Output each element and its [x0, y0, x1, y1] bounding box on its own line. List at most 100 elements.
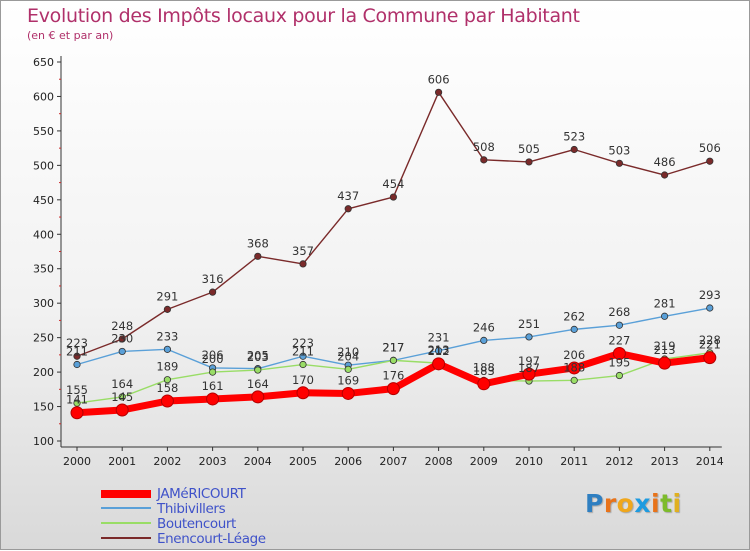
y-tick-label: 150	[33, 401, 54, 414]
x-tick-label: 2006	[334, 455, 362, 468]
data-point-thibivillers	[434, 347, 443, 355]
data-point-thibivillers	[480, 336, 488, 344]
data-label-jam-ricourt: 213	[654, 343, 676, 357]
data-label-thibivillers: 268	[608, 305, 630, 319]
y-tick-label: 300	[33, 297, 54, 310]
data-label-jam-ricourt: 145	[111, 390, 133, 404]
logo-letter: x	[634, 489, 651, 518]
x-tick-label: 2013	[651, 455, 679, 468]
legend-label-jamericourt: JAMéRICOURT	[157, 486, 246, 502]
data-point-enencourt-l-age	[163, 305, 171, 313]
data-point-enencourt-l-age	[480, 156, 488, 164]
data-point-thibivillers	[118, 347, 126, 356]
data-point-thibivillers	[299, 352, 307, 360]
data-label-jam-ricourt: 183	[473, 364, 495, 378]
data-label-enencourt-l-age: 437	[337, 189, 359, 203]
y-tick-label: 250	[33, 332, 54, 345]
data-point-enencourt-l-age	[570, 145, 578, 154]
legend-swatch-boutencourt	[101, 522, 151, 524]
data-label-enencourt-l-age: 505	[518, 142, 540, 156]
data-label-jam-ricourt: 206	[563, 348, 585, 362]
data-point-enencourt-l-age	[254, 252, 262, 260]
data-point-enencourt-l-age	[525, 158, 533, 166]
y-tick-label: 200	[33, 366, 54, 379]
data-point-jam-ricourt	[567, 361, 581, 375]
data-label-enencourt-l-age: 223	[66, 336, 88, 350]
data-point-boutencourt	[344, 365, 352, 373]
data-point-enencourt-l-age	[209, 288, 217, 296]
data-label-boutencourt: 200	[202, 352, 224, 366]
data-label-enencourt-l-age: 357	[292, 244, 314, 258]
data-point-thibivillers	[525, 333, 533, 341]
data-point-enencourt-l-age	[389, 193, 397, 201]
x-tick-label: 2008	[425, 455, 453, 468]
data-label-thibivillers: 206	[202, 348, 224, 362]
data-point-enencourt-l-age	[434, 88, 443, 96]
data-point-jam-ricourt	[477, 377, 491, 391]
data-point-enencourt-l-age	[344, 205, 352, 213]
data-point-thibivillers	[73, 360, 81, 369]
logo-letter: t	[660, 489, 673, 518]
data-point-jam-ricourt	[432, 357, 446, 371]
x-tick-label: 2009	[470, 455, 498, 468]
x-tick-label: 2010	[515, 455, 543, 468]
data-label-boutencourt: 188	[473, 360, 495, 374]
data-point-jam-ricourt	[115, 403, 129, 417]
data-label-thibivillers: 210	[337, 345, 359, 359]
x-tick-label: 2000	[63, 455, 91, 468]
data-point-jam-ricourt	[658, 356, 672, 370]
data-point-jam-ricourt	[703, 351, 717, 365]
data-label-boutencourt: 228	[699, 333, 721, 347]
y-tick-label: 500	[33, 159, 54, 172]
data-label-enencourt-l-age: 291	[156, 289, 178, 303]
data-label-enencourt-l-age: 523	[563, 130, 585, 144]
data-label-jam-ricourt: 158	[156, 381, 178, 395]
data-label-boutencourt: 188	[563, 360, 585, 374]
data-label-boutencourt: 211	[292, 345, 314, 359]
data-label-jam-ricourt: 164	[247, 377, 269, 391]
data-label-boutencourt: 203	[247, 350, 269, 364]
data-label-jam-ricourt: 176	[382, 369, 404, 383]
proxiti-logo: Proxiti	[585, 489, 682, 518]
y-tick-label: 400	[33, 228, 54, 241]
y-tick-label: 600	[33, 90, 54, 103]
y-tick-label: 550	[33, 125, 54, 138]
y-tick-label: 650	[33, 56, 54, 69]
logo-letter: i	[672, 489, 682, 518]
data-label-boutencourt: 204	[337, 349, 359, 363]
legend-label-enencourt-leage: Enencourt-Léage	[157, 531, 266, 547]
legend-swatch-thibivillers	[101, 507, 151, 509]
data-point-boutencourt	[163, 376, 171, 384]
data-point-enencourt-l-age	[299, 260, 307, 268]
data-point-jam-ricourt	[612, 346, 626, 360]
data-label-thibivillers: 246	[473, 320, 495, 334]
data-point-boutencourt	[615, 371, 624, 380]
data-point-jam-ricourt	[160, 394, 174, 408]
x-tick-label: 2004	[244, 455, 272, 468]
data-label-boutencourt: 187	[518, 361, 540, 375]
x-tick-label: 2003	[199, 455, 227, 468]
data-point-thibivillers	[706, 304, 714, 312]
data-label-boutencourt: 155	[66, 383, 88, 397]
data-label-thibivillers: 231	[428, 331, 450, 345]
data-point-jam-ricourt	[206, 392, 220, 406]
data-point-boutencourt	[570, 376, 578, 384]
data-point-enencourt-l-age	[118, 335, 126, 343]
y-tick-label: 450	[33, 194, 54, 207]
data-label-thibivillers: 223	[292, 336, 314, 350]
data-label-thibivillers: 217	[382, 340, 404, 354]
y-tick-label: 100	[33, 435, 54, 448]
data-point-jam-ricourt	[341, 386, 355, 400]
data-point-thibivillers	[615, 321, 624, 329]
data-label-thibivillers: 262	[563, 309, 585, 323]
chart-title: Evolution des Impôts locaux pour la Comm…	[27, 5, 580, 27]
data-point-enencourt-l-age	[706, 157, 714, 165]
data-label-enencourt-l-age: 454	[382, 177, 404, 191]
data-label-jam-ricourt: 161	[202, 379, 224, 393]
data-point-boutencourt	[389, 356, 397, 364]
x-tick-label: 2014	[696, 455, 724, 468]
legend-label-thibivillers: Thibivillers	[157, 501, 226, 517]
legend-label-boutencourt: Boutencourt	[157, 516, 236, 532]
data-label-enencourt-l-age: 606	[428, 72, 450, 86]
